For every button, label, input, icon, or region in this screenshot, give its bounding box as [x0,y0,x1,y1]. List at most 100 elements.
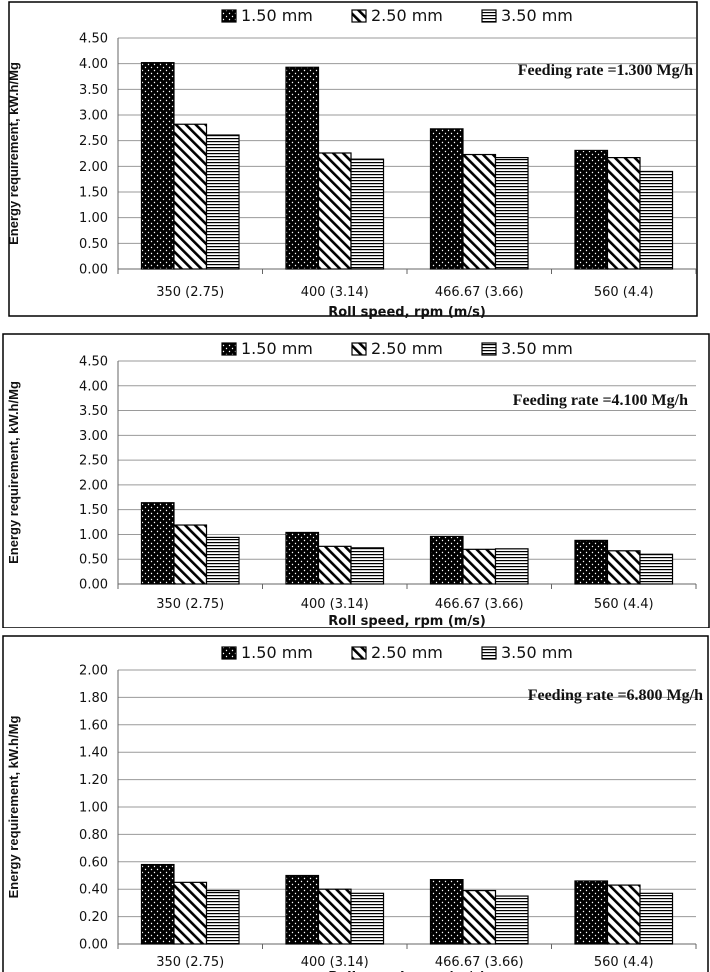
bar-3-50-mmat-1 [205,134,240,270]
chart-panel-1: 0.00 0.50 1.00 1.50 2.00 2.50 3.00 3.50 4.00 4.50… [0,0,710,328]
chart-border [2,333,710,628]
bar-1-50-mmat-2 [285,531,320,585]
bar-3-50-mmat-2 [350,892,385,945]
x-tick-label: 400 (3.14) [301,955,369,970]
bar-1-50-mmat-1 [140,502,175,585]
bar-3-50-mmat-2 [350,158,385,270]
legend-label: 3.50 mm [501,643,573,662]
y-tick-label: 3.50 [79,83,108,98]
bar-3-50-mmat-4 [639,892,674,945]
x-tick-label: 560 (4.4) [594,285,654,300]
bar-3-50-mmat-4 [639,553,674,585]
legend-label: 1.50 mm [241,339,313,358]
y-tick-label: 0.00 [79,578,108,593]
chart-border [8,1,698,317]
chart-2-svg: 0.00 0.50 1.00 1.50 2.00 2.50 3.00 3.50 4.00 4.50… [2,333,710,628]
bar-2-50-mmat-1 [173,123,208,270]
x-tick-label: 466.67 (3.66) [435,597,524,612]
y-tick-label: 4.50 [79,32,108,47]
y-tick-label: 1.20 [79,773,108,788]
bar-1-50-mmat-4 [574,539,609,585]
y-tick-label: 0.00 [79,938,108,953]
bar-3-50-mmat-3 [494,157,529,270]
bar-2-50-mmat-3 [462,548,497,585]
legend-label: 3.50 mm [501,339,573,358]
y-tick-label: 0.50 [79,553,108,568]
chart-1-svg: 0.00 0.50 1.00 1.50 2.00 2.50 3.00 3.50 4.00 4.50… [6,1,698,320]
legend-swatch [481,646,497,660]
y-tick-label: 1.60 [79,718,108,733]
bar-2-50-mmat-2 [317,545,352,585]
y-tick-label: 0.50 [79,237,108,252]
bar-2-50-mmat-2 [317,152,352,270]
bar-2-50-mmat-4 [606,884,641,945]
x-tick-label: 560 (4.4) [594,955,654,970]
legend-swatch [221,342,237,356]
y-axis-label: Energy requirement, kW.h/Mg [6,62,21,245]
y-tick-label: 2.00 [79,664,108,679]
y-tick-label: 4.00 [79,57,108,72]
bar-1-50-mmat-3 [429,535,464,585]
legend-swatch [351,646,367,660]
y-tick-label: 2.00 [79,478,108,493]
legend-swatch [481,342,497,356]
legend-swatch [221,9,237,23]
chart-panel-2: 0.00 0.50 1.00 1.50 2.00 2.50 3.00 3.50 4.00 4.50… [0,332,710,628]
y-tick-label: 1.00 [79,801,108,816]
y-tick-label: 2.50 [79,134,108,149]
feeding-rate-annotation: Feeding rate =4.100 Mg/h [513,392,688,409]
x-tick-label: 400 (3.14) [301,597,369,612]
legend-label: 2.50 mm [371,6,443,25]
bar-2-50-mmat-2 [317,888,352,945]
bar-2-50-mmat-1 [173,524,208,585]
y-tick-label: 1.50 [79,503,108,518]
bar-1-50-mmat-2 [285,874,320,945]
chart-panel-3: 0.00 0.20 0.40 0.60 0.80 1.00 1.20 1.40 1.60 1.80… [0,634,710,972]
legend-label: 1.50 mm [241,6,313,25]
y-tick-label: 3.50 [79,404,108,419]
y-tick-label: 0.80 [79,828,108,843]
y-tick-label: 1.40 [79,746,108,761]
bar-1-50-mmat-3 [429,879,464,945]
chart-border [2,635,709,972]
y-axis-label: Energy requirement, kW.h/Mg [6,381,21,564]
y-tick-label: 3.00 [79,429,108,444]
y-tick-label: 4.00 [79,379,108,394]
bar-3-50-mmat-3 [494,895,529,945]
bar-1-50-mmat-2 [285,66,320,270]
y-tick-label: 1.00 [79,528,108,543]
y-tick-label: 0.40 [79,883,108,898]
y-axis-label: Energy requirement, kW.h/Mg [6,716,21,899]
y-tick-label: 4.50 [79,355,108,370]
legend-label: 2.50 mm [371,643,443,662]
legend-swatch [481,9,497,23]
x-tick-label: 466.67 (3.66) [435,955,524,970]
x-axis-label: Roll speed, rpm (m/s) [328,305,486,320]
bar-3-50-mmat-4 [639,170,674,270]
x-tick-label: 400 (3.14) [301,285,369,300]
bar-1-50-mmat-1 [140,62,175,270]
bar-1-50-mmat-4 [574,880,609,945]
bar-2-50-mmat-4 [606,157,641,270]
feeding-rate-annotation: Feeding rate =6.800 Mg/h [528,687,703,704]
bar-1-50-mmat-4 [574,149,609,270]
y-tick-label: 2.50 [79,454,108,469]
y-tick-label: 0.00 [79,263,108,278]
bar-3-50-mmat-3 [494,548,529,585]
bar-3-50-mmat-2 [350,547,385,585]
bar-3-50-mmat-1 [205,536,240,585]
x-axis-label: Roll speed, rpm (m/s) [328,970,486,972]
feeding-rate-annotation: Feeding rate =1.300 Mg/h [518,62,693,79]
bar-2-50-mmat-1 [173,881,208,945]
bar-3-50-mmat-1 [205,889,240,945]
legend-swatch [221,646,237,660]
x-axis-label: Roll speed, rpm (m/s) [328,614,486,628]
legend-swatch [351,9,367,23]
y-tick-label: 3.00 [79,109,108,124]
bar-2-50-mmat-3 [462,889,497,945]
y-tick-label: 0.60 [79,855,108,870]
y-tick-label: 1.80 [79,691,108,706]
legend-label: 1.50 mm [241,643,313,662]
bar-1-50-mmat-3 [429,128,464,270]
y-tick-label: 2.00 [79,160,108,175]
